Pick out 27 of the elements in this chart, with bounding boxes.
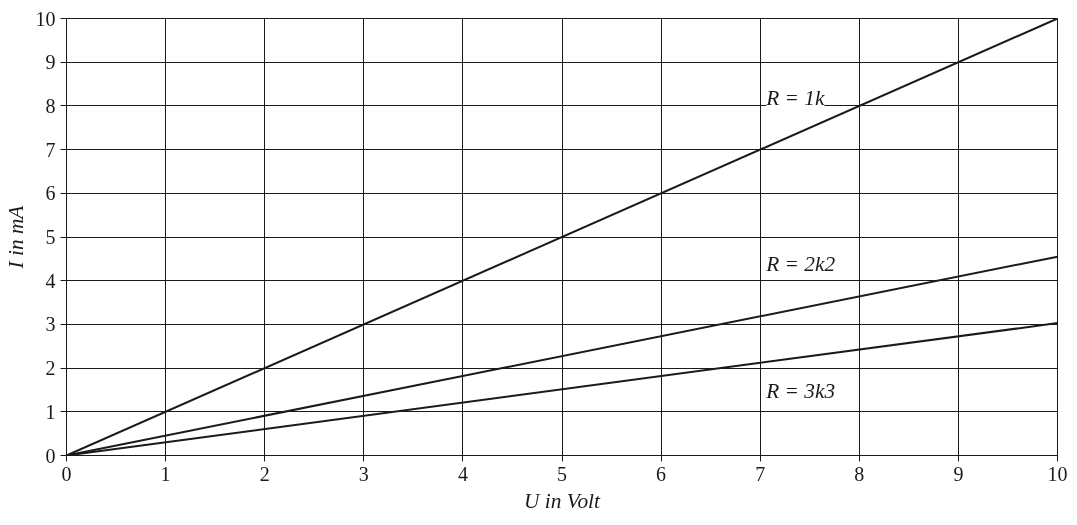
x-tick-label: 2 [259, 462, 270, 485]
y-tick-label: 7 [45, 138, 56, 161]
x-tick-label: 3 [358, 462, 369, 485]
y-tick-label: 3 [45, 313, 56, 336]
x-tick-label: 9 [953, 462, 964, 485]
y-tick-label: 2 [45, 357, 56, 380]
y-tick-label: 10 [35, 7, 56, 30]
x-tick-label: 10 [1047, 462, 1068, 485]
series-label: R = 2k2 [765, 252, 836, 277]
y-tick-label: 8 [45, 94, 56, 117]
x-tick-label: 4 [457, 462, 468, 485]
y-axis-title: I in mA [3, 204, 28, 270]
y-tick-label: 6 [45, 182, 56, 205]
x-tick-label: 0 [61, 462, 72, 485]
x-tick-label: 7 [755, 462, 766, 485]
y-tick-label: 5 [45, 226, 56, 248]
y-tick-label: 9 [45, 51, 56, 74]
series-label: R = 3k3 [765, 378, 836, 403]
x-tick-label: 6 [656, 462, 667, 485]
x-tick-label: 8 [854, 462, 865, 485]
y-tick-label: 0 [45, 444, 56, 467]
y-tick-label: 4 [45, 269, 56, 292]
x-axis-title: U in Volt [524, 488, 601, 513]
y-tick-label: 1 [45, 400, 56, 423]
series-label: R = 1k [765, 85, 825, 110]
x-tick-label: 1 [160, 462, 171, 485]
x-tick-label: 5 [557, 462, 567, 485]
